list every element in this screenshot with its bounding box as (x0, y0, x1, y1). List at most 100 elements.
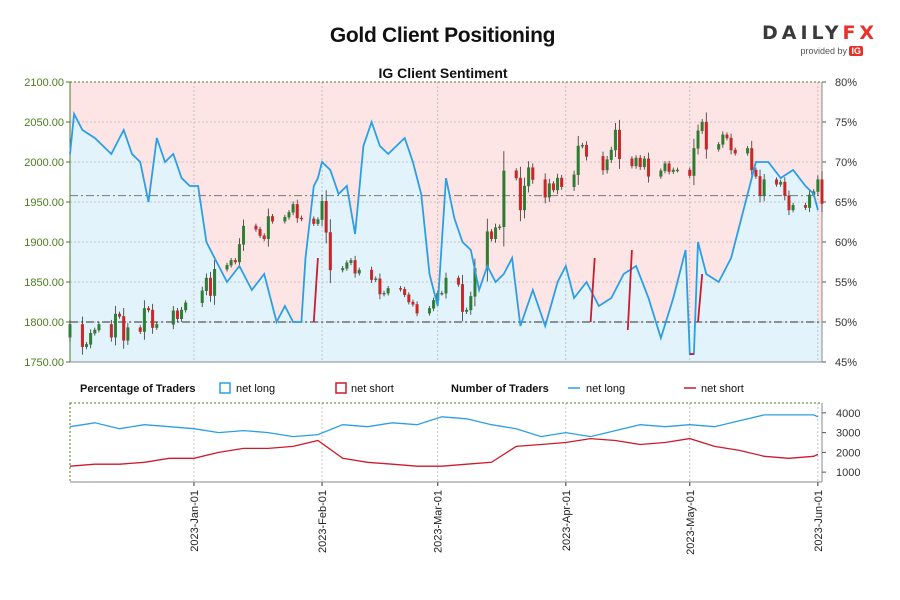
candle-body (382, 293, 386, 295)
candle-body (374, 278, 378, 280)
candle-body (349, 260, 353, 263)
candle-body (440, 293, 444, 295)
dailyfx-logo: DAILYFX provided by IG (762, 22, 874, 64)
candle-body (609, 149, 613, 160)
candle-body (638, 157, 642, 168)
legend-pct-title: Percentage of Traders (80, 383, 196, 395)
candle-body (320, 200, 324, 220)
chart-subtitle: IG Client Sentiment (378, 65, 507, 81)
logo-provided-by: provided by (800, 46, 847, 56)
candle-body (229, 260, 233, 266)
candle-body (138, 327, 142, 332)
candle-body (407, 294, 411, 303)
candle-body (721, 134, 725, 145)
candle-body (415, 304, 419, 314)
net-long-pct-line (69, 110, 819, 355)
pct-tick-label: 80% (835, 77, 857, 89)
price-tick-label: 1850.00 (24, 277, 64, 289)
candle-body (783, 181, 787, 196)
candle-body (659, 170, 663, 177)
candle-body (717, 144, 721, 150)
candle-body (675, 169, 679, 172)
candle-body (142, 308, 146, 332)
candle-body (126, 327, 130, 341)
candle-body (494, 227, 498, 240)
candle-body (733, 149, 737, 154)
candle-body (399, 288, 403, 290)
candle-body (427, 308, 431, 314)
legend: Percentage of Traders net long net short… (80, 382, 744, 395)
candle-body (775, 179, 779, 185)
candle-body (456, 277, 460, 285)
candle-body (242, 225, 246, 245)
traders-panel: 2023-Jan-01 2023-Feb-01 2023-Mar-01 2023-Ap… (69, 402, 860, 555)
candle-body (283, 216, 287, 222)
price-tick-label: 1800.00 (24, 317, 64, 329)
candle-body (729, 137, 733, 151)
pct-tick-label: 70% (835, 157, 857, 169)
price-tick-label: 1750.00 (24, 357, 64, 369)
candle-body (312, 218, 316, 224)
candle-body (171, 310, 175, 325)
candle-body (808, 194, 812, 208)
candle-body (80, 324, 84, 347)
candle-body (580, 144, 584, 147)
count-tick-label: 3000 (836, 428, 860, 440)
candle-body (560, 177, 564, 188)
candle-body (200, 290, 204, 303)
candle-body (225, 265, 229, 270)
x-tick-label: 2023-Mar-01 (433, 490, 445, 553)
candle-body (692, 148, 696, 176)
x-tick-label: 2023-Apr-01 (561, 490, 573, 551)
candle-body (572, 174, 576, 188)
candle-body (791, 204, 795, 211)
candle-body (444, 277, 448, 294)
candle-body (787, 195, 791, 211)
candle-body (97, 324, 101, 331)
candle-body (184, 302, 188, 311)
candle-body (353, 260, 357, 274)
candle-body (518, 177, 522, 211)
candle-body (485, 231, 489, 269)
candle-body (213, 269, 217, 296)
price-tick-label: 2000.00 (24, 157, 64, 169)
candle-body (663, 163, 667, 172)
candle-body (299, 217, 303, 220)
legend-pct-short: net short (351, 383, 394, 395)
legend-num-short: net short (701, 383, 744, 395)
legend-pct-long: net long (236, 383, 275, 395)
candle-body (820, 179, 824, 204)
candle-body (551, 183, 555, 191)
legend-pct-long-swatch (219, 382, 231, 394)
candle-body (118, 313, 122, 317)
candle-body (432, 300, 436, 309)
candle-body (233, 260, 237, 263)
candle-body (122, 316, 126, 341)
candle-body (523, 185, 527, 211)
candle-body (688, 169, 692, 176)
candle-body (262, 235, 266, 240)
x-tick-label: 2023-Feb-01 (317, 490, 329, 553)
price-tick-label: 2050.00 (24, 117, 64, 129)
candle-body (816, 179, 820, 192)
candle-body (543, 179, 547, 198)
candle-body (754, 169, 758, 177)
candle-body (469, 296, 473, 311)
candle-body (803, 204, 807, 208)
candle-body (68, 324, 72, 338)
net-short-pct-line (626, 249, 633, 331)
candle-body (584, 144, 588, 157)
candle-body (779, 181, 783, 185)
logo-brand-right: FX (842, 22, 879, 44)
candle-body (667, 163, 671, 172)
candle-body (762, 179, 766, 196)
candle-body (270, 216, 274, 222)
price-tick-label: 1950.00 (24, 197, 64, 209)
logo-ig: IG (849, 46, 863, 56)
candle-body (295, 204, 299, 219)
x-tick-label: 2023-May-01 (685, 490, 697, 555)
candle-body (109, 324, 113, 338)
legend-num-title: Number of Traders (451, 383, 549, 395)
candle-body (750, 148, 754, 171)
pct-tick-label: 45% (835, 357, 857, 369)
